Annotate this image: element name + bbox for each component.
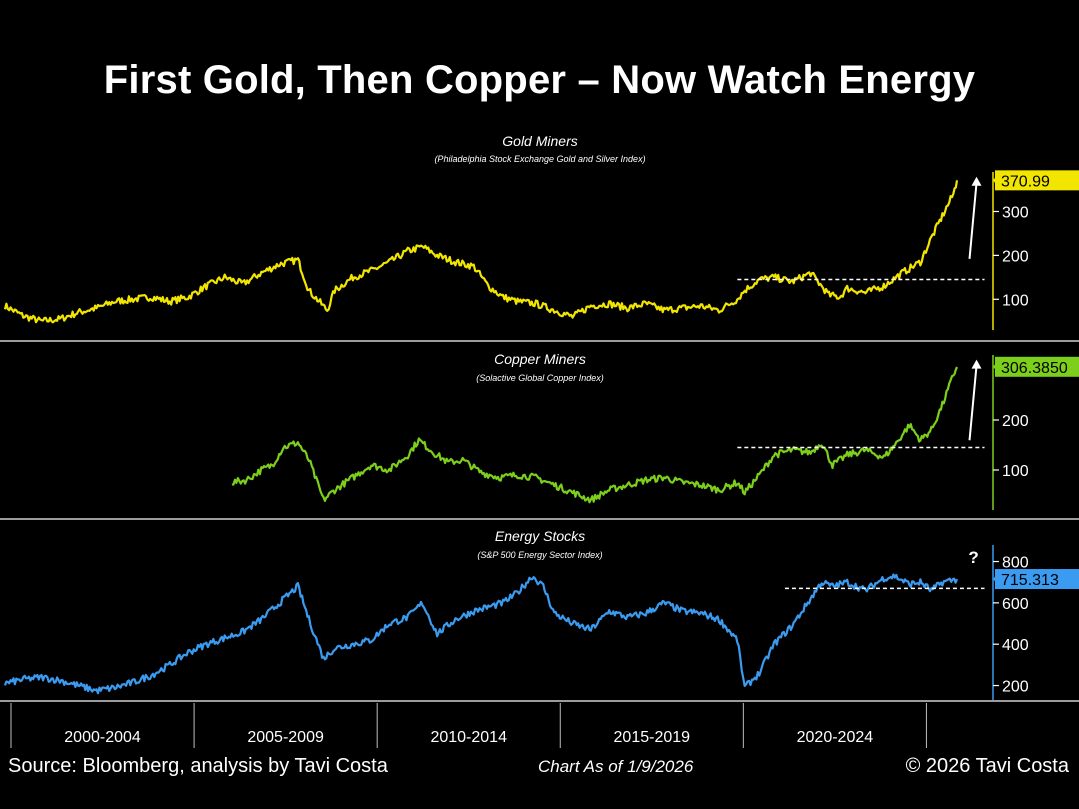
source-note: Source: Bloomberg, analysis by Tavi Cost… <box>8 755 388 777</box>
question-annotation: ? <box>968 548 978 567</box>
series-line-gold <box>3 180 959 324</box>
last-value-box <box>995 170 1079 191</box>
chart-title: First Gold, Then Copper – Now Watch Ener… <box>103 58 976 102</box>
last-value-box <box>995 356 1079 377</box>
panel-subtitle: (S&P 500 Energy Sector Index) <box>477 550 602 560</box>
panel-subtitle: (Philadelphia Stock Exchange Gold and Si… <box>434 154 645 164</box>
x-axis: 2000-2004 2005-2009 2010-2014 2015-2019 2020… <box>0 700 1079 748</box>
series-line-copper <box>231 366 959 504</box>
trend-arrow-head <box>971 176 982 186</box>
last-value-pointer <box>993 175 997 186</box>
as-of-date: Chart As of 1/9/2026 <box>538 757 694 776</box>
x-tick-label: 2020-2024 <box>797 729 874 746</box>
last-value-pointer <box>993 574 997 585</box>
y-tick-label: 200 <box>1002 413 1029 430</box>
last-value-label: 370.99 <box>1001 173 1050 190</box>
y-tick-label: 300 <box>1002 205 1029 222</box>
trend-arrow-head <box>971 359 982 369</box>
y-tick-label: 400 <box>1002 637 1029 654</box>
trend-arrow-shaft <box>968 182 978 259</box>
y-tick-label: 600 <box>1002 596 1029 613</box>
y-tick-label: 200 <box>1002 679 1029 696</box>
panel-title: Gold Miners <box>502 133 577 149</box>
x-tick-label: 2010-2014 <box>430 729 507 746</box>
y-tick-label: 100 <box>1002 292 1029 309</box>
x-tick-label: 2000-2004 <box>64 729 141 746</box>
last-value-box <box>995 569 1079 590</box>
last-value-label: 715.313 <box>1001 572 1059 589</box>
x-tick-label: 2005-2009 <box>247 729 324 746</box>
y-tick-label: 800 <box>1002 555 1029 572</box>
panel-copper: Copper Miners (Solactive Global Copper In… <box>0 351 1079 520</box>
panel-subtitle: (Solactive Global Copper Index) <box>476 373 604 383</box>
copyright-note: © 2026 Tavi Costa <box>905 755 1069 777</box>
trend-arrow-shaft <box>968 365 978 441</box>
panel-gold: Gold Miners (Philadelphia Stock Exchange … <box>0 133 1079 342</box>
panel-title: Energy Stocks <box>495 528 585 544</box>
y-tick-label: 100 <box>1002 463 1029 480</box>
panel-title: Copper Miners <box>494 351 586 367</box>
x-tick-label: 2015-2019 <box>614 729 691 746</box>
panel-energy: Energy Stocks (S&P 500 Energy Sector Inde… <box>3 528 1079 700</box>
last-value-label: 306.3850 <box>1001 360 1068 377</box>
y-tick-label: 200 <box>1002 248 1029 265</box>
last-value-pointer <box>993 361 997 372</box>
series-line-energy <box>3 573 959 695</box>
